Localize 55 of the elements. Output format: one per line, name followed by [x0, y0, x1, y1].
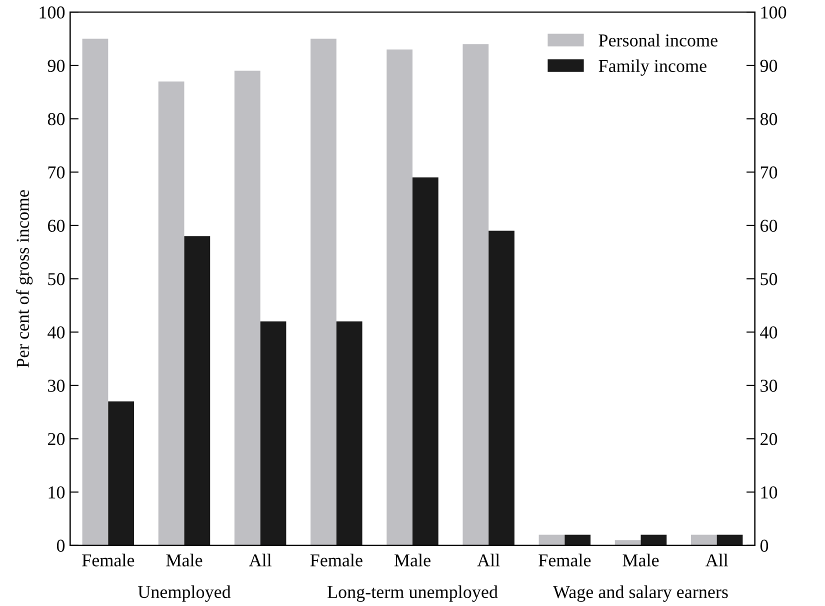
bar: [462, 44, 489, 546]
x-tick-label: Female: [538, 554, 591, 566]
y2-tick-label: 70: [760, 166, 778, 179]
bar: [488, 230, 514, 546]
y-tick-label: 40: [48, 326, 65, 339]
y-tick-label: 30: [48, 380, 65, 392]
y2-tick-label: 0: [760, 540, 768, 552]
y-tick-label: 20: [48, 433, 65, 446]
text: Long-term unemployed: [328, 585, 498, 602]
y-tick-label: 60: [48, 220, 65, 232]
x-tick-label: Male: [394, 554, 430, 566]
x-tick-label: Female: [310, 554, 362, 566]
y-tick-label: 70: [48, 166, 65, 179]
legend-label: Personal income: [598, 34, 718, 47]
y2-tick-label: 50: [760, 273, 778, 286]
y2-tick-label: 30: [760, 380, 778, 392]
x-tick-label: All: [705, 554, 728, 566]
bar: [158, 81, 184, 546]
y-tick-label: 10: [48, 486, 65, 499]
bar: [82, 38, 108, 546]
bar: [412, 177, 438, 546]
x-tick-label: Female: [82, 554, 134, 566]
bar: [564, 534, 591, 546]
bar: [336, 321, 362, 546]
x-tick-label: Male: [622, 554, 659, 566]
y2-tick-label: 100: [761, 6, 786, 19]
bar: [260, 321, 286, 546]
y-axis-title: Per cent of gross income: [16, 190, 33, 368]
y2-tick-label: 20: [760, 433, 778, 446]
bar: [310, 38, 336, 546]
text: Unemployed: [138, 585, 231, 602]
x-tick-label: All: [477, 554, 500, 566]
bar: [538, 534, 565, 546]
y-tick-label: 80: [48, 113, 65, 126]
text: Wage and salary earners: [553, 585, 728, 602]
bar: [614, 540, 641, 546]
bar: [386, 49, 412, 546]
legend-label: Family income: [598, 59, 706, 76]
bar: [108, 401, 134, 546]
x-tick-label: Male: [166, 554, 202, 566]
y-tick-label: 0: [56, 540, 65, 552]
bar: [716, 534, 743, 546]
y-tick-label: 100: [40, 6, 65, 19]
y2-tick-label: 40: [760, 326, 778, 339]
y-tick-label: 50: [48, 273, 65, 286]
bar: [640, 534, 667, 546]
y-tick-label: 90: [48, 60, 65, 72]
y2-tick-label: 10: [761, 486, 778, 499]
y2-tick-label: 60: [760, 220, 778, 232]
y2-tick-label: 80: [760, 113, 778, 126]
x-tick-label: All: [248, 554, 272, 566]
bar: [690, 534, 717, 546]
y2-tick-label: 90: [760, 60, 778, 72]
bar: [184, 236, 210, 546]
bar: [234, 70, 260, 546]
